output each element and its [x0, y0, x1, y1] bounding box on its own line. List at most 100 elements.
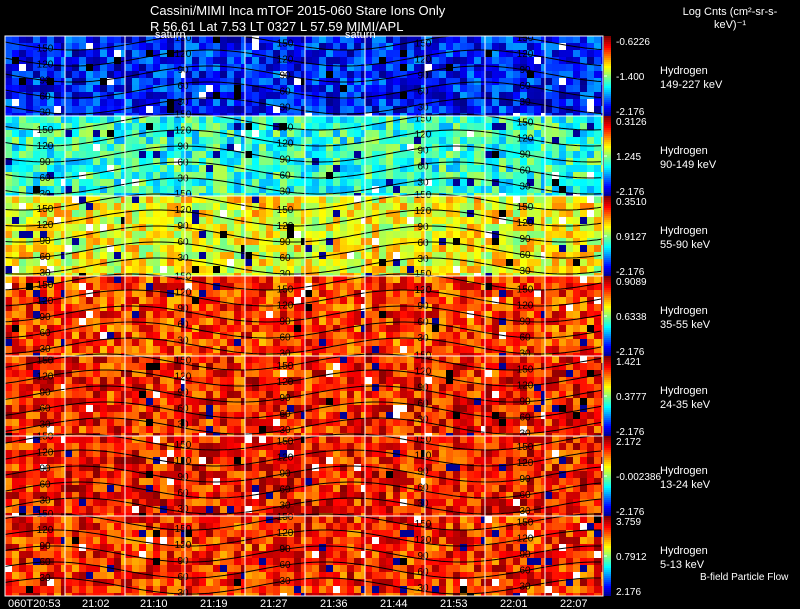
- contour-90-panel-4: [4, 305, 602, 323]
- colorbar-band: [604, 478, 611, 480]
- contour-120-panel-1: [4, 49, 602, 67]
- colorbar-band: [604, 314, 611, 316]
- colorbar-band: [604, 78, 611, 80]
- energy-label: 13-24 keV: [660, 479, 711, 491]
- contour-label-30: 30: [417, 499, 429, 510]
- contour-label-30: 30: [279, 187, 291, 198]
- contour-90-panel-3: [4, 225, 602, 243]
- colorbar-band: [604, 452, 611, 454]
- colorbar-max-label: 1.421: [616, 357, 641, 368]
- colorbar-band: [604, 112, 611, 114]
- colorbar-band: [604, 436, 611, 438]
- colorbar-band: [604, 176, 611, 178]
- panel-image-1: [5, 36, 603, 116]
- contour-label-90: 90: [177, 556, 189, 567]
- colorbar-band: [604, 274, 611, 276]
- colorbar-band: [604, 184, 611, 186]
- contour-label-30: 30: [39, 189, 51, 200]
- contour-label-120: 120: [415, 54, 432, 65]
- colorbar-band: [604, 294, 611, 296]
- colorbar-band: [604, 54, 611, 56]
- colorbar-band: [604, 290, 611, 292]
- colorbar-band: [604, 560, 611, 562]
- contour-label-90: 90: [417, 301, 429, 312]
- colorbar-band: [604, 268, 611, 270]
- contour-label-90: 90: [279, 237, 291, 248]
- colorbar-band: [604, 302, 611, 304]
- contour-label-150: 150: [175, 356, 192, 367]
- colorbar-band: [604, 514, 611, 516]
- contour-label-30: 30: [177, 335, 189, 346]
- plot-frame: [4, 35, 604, 597]
- colorbar-band: [604, 340, 611, 342]
- contour-label-150: 150: [415, 519, 432, 530]
- colorbar-band: [604, 144, 611, 146]
- contour-label-60: 60: [417, 483, 429, 494]
- contour-60-panel-1: [4, 81, 602, 99]
- contour-label-90: 90: [39, 75, 51, 86]
- x-tick-label: 21:44: [380, 598, 408, 609]
- colorbar-band: [604, 458, 611, 460]
- contour-label-90: 90: [39, 312, 51, 323]
- contour-90-panel-1: [4, 65, 602, 83]
- contour-label-60: 60: [177, 158, 189, 169]
- contour-150-panel-3: [4, 193, 602, 211]
- contour-label-90: 90: [279, 544, 291, 555]
- contour-label-30: 30: [177, 174, 189, 185]
- contour-label-90: 90: [279, 316, 291, 327]
- colorbar-band: [604, 64, 611, 66]
- colorbar-band: [604, 378, 611, 380]
- colorbar-band: [604, 382, 611, 384]
- species-label: Hydrogen: [660, 305, 708, 317]
- colorbar-band: [604, 322, 611, 324]
- colorbar-band: [604, 432, 611, 434]
- contour-label-30: 30: [39, 344, 51, 355]
- colorbar-band: [604, 278, 611, 280]
- contour-label-30: 30: [39, 420, 51, 431]
- colorbar-band: [604, 62, 611, 64]
- colorbar-band: [604, 264, 611, 266]
- contour-label-30: 30: [417, 333, 429, 344]
- colorbar-band: [604, 474, 611, 476]
- contour-label-90: 90: [177, 472, 189, 483]
- colorbar-band: [604, 388, 611, 390]
- energy-label: 90-149 keV: [660, 159, 717, 171]
- contour-30-panel-7: [4, 577, 601, 595]
- colorbar-band: [604, 544, 611, 546]
- contour-label-90: 90: [279, 155, 291, 166]
- colorbar-band: [604, 500, 611, 502]
- colorbar-band: [604, 416, 611, 418]
- contour-label-60: 60: [39, 252, 51, 263]
- contour-label-150: 150: [277, 437, 294, 448]
- contour-label-120: 120: [37, 220, 54, 231]
- contour-label-150: 150: [37, 509, 54, 520]
- contour-90-panel-2: [4, 145, 602, 163]
- colorbar-band: [604, 284, 611, 286]
- saturn-marker: saturn: [155, 29, 186, 41]
- colorbar-band: [604, 66, 611, 68]
- panel-image-3: [5, 196, 603, 276]
- colorbar-mid-label: 0.6338: [616, 312, 647, 323]
- colorbar-band: [604, 72, 611, 74]
- colorbar-band: [604, 148, 611, 150]
- contour-label-30: 30: [279, 348, 291, 359]
- colorbar-band: [604, 116, 611, 118]
- species-label: Hydrogen: [660, 385, 708, 397]
- colorbar-band: [604, 272, 611, 274]
- contour-label-60: 60: [519, 81, 531, 92]
- colorbar-band: [604, 218, 611, 220]
- contour-label-120: 120: [415, 206, 432, 217]
- x-tick-label: 21:02: [82, 598, 110, 609]
- colorbar-band: [604, 594, 611, 596]
- x-tick-label: 22:01: [500, 598, 528, 609]
- colorbar-band: [604, 512, 611, 514]
- panel-image-5: [5, 356, 603, 436]
- colorbar-band: [604, 538, 611, 540]
- colorbar-band: [604, 554, 611, 556]
- colorbar-band: [604, 188, 611, 190]
- colorbar-band: [604, 106, 611, 108]
- colorbar-band: [604, 530, 611, 532]
- colorbar-band: [604, 180, 611, 182]
- contour-label-150: 150: [175, 524, 192, 535]
- contour-label-30: 30: [519, 506, 531, 517]
